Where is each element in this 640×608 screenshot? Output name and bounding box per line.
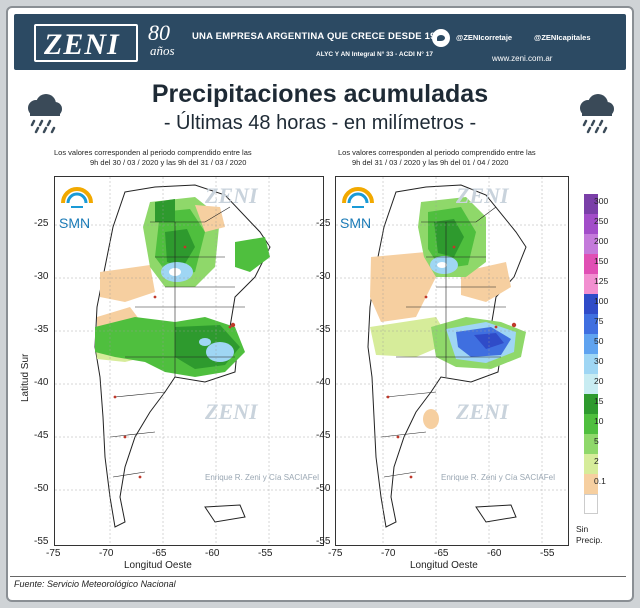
website-link[interactable]: www.zeni.com.ar — [492, 54, 553, 63]
y-axis-label: Latitud Sur — [20, 353, 31, 402]
legend-swatch — [584, 234, 598, 255]
legend-value: 200 — [594, 236, 609, 246]
legend-swatch — [584, 334, 598, 355]
legend-value: 5 — [594, 436, 599, 446]
legend-swatch — [584, 434, 598, 455]
watermark-text: Enrique R. Zeni y Cía SACIAFeI — [205, 473, 320, 482]
legend-value: 300 — [594, 196, 609, 206]
watermark-logo: ZENI — [205, 183, 258, 208]
legend-swatch — [584, 474, 598, 495]
company-tagline: UNA EMPRESA ARGENTINA QUE CRECE DESDE 19… — [192, 31, 447, 42]
legend-swatch — [584, 274, 598, 295]
data-source: Fuente: Servicio Meteorológico Nacional — [14, 579, 176, 589]
legend-swatch — [584, 354, 598, 375]
legend-value: 100 — [594, 296, 609, 306]
watermark-logo: ZENI — [205, 399, 258, 424]
watermark-text: Enrique R. Zeni y Cía SACIAFeI — [441, 473, 556, 482]
zeni-logo: ZENI — [34, 24, 138, 62]
precip-map-day2: SMN ZENI ZENI Enrique R. Zeni y Cía SACI… — [335, 176, 569, 546]
legend-value: 250 — [594, 216, 609, 226]
footer-divider — [10, 576, 626, 577]
legend-swatch — [584, 294, 598, 315]
legend-value: 2 — [594, 456, 599, 466]
anniversary-word: años — [150, 43, 175, 58]
legend-value: 30 — [594, 356, 604, 366]
legend-swatch — [584, 394, 598, 415]
legend-value: 50 — [594, 336, 604, 346]
registration-text: ALYC Y AN Integral N° 33 - ACDI N° 17 — [316, 51, 433, 58]
legend-swatch-none — [584, 494, 598, 514]
page-subtitle: - Últimas 48 horas - en milímetros - — [163, 112, 477, 134]
smn-sun-icon — [342, 187, 374, 208]
header-banner: ZENI 80 años UNA EMPRESA ARGENTINA QUE C… — [14, 14, 626, 70]
panel-note-1: Los valores corresponden al periodo comp… — [54, 148, 252, 167]
social-handle-capitales[interactable]: @ZENIcapitales — [534, 33, 591, 42]
watermark-logo: ZENI — [456, 183, 509, 208]
twitter-icon — [432, 29, 450, 47]
logo-text: ZENI — [44, 28, 120, 61]
panel-note-2: Los valores corresponden al periodo comp… — [338, 148, 536, 167]
x-axis-label: Longitud Oeste — [124, 560, 192, 571]
anniversary-badge: 80 años — [148, 20, 175, 58]
smn-label: SMN — [59, 215, 91, 231]
legend-swatch — [584, 194, 598, 215]
anniversary-number: 80 — [148, 20, 170, 45]
no-precip-label: Sin Precip. — [576, 524, 603, 545]
legend-value: 0.1 — [594, 476, 606, 486]
legend-swatch — [584, 254, 598, 275]
legend-value: 10 — [594, 416, 604, 426]
legend-value: 20 — [594, 376, 604, 386]
legend-swatch — [584, 414, 598, 435]
legend-value: 75 — [594, 316, 604, 326]
legend-swatch — [584, 454, 598, 475]
page-title: Precipitaciones acumuladas — [151, 80, 489, 108]
smn-label: SMN — [340, 215, 372, 231]
social-handle-corretaje[interactable]: @ZENIcorretaje — [456, 33, 513, 42]
legend-swatch — [584, 214, 598, 235]
legend-value: 150 — [594, 256, 609, 266]
smn-sun-icon — [61, 187, 93, 208]
precip-map-day1: SMN ZENI ZENI Enrique R. Zeni y Cía SACI… — [54, 176, 324, 546]
watermark-logo: ZENI — [456, 399, 509, 424]
rain-cloud-icon — [28, 94, 62, 134]
legend-value: 15 — [594, 396, 604, 406]
legend-value: 125 — [594, 276, 609, 286]
legend-swatch — [584, 314, 598, 335]
rain-cloud-icon — [580, 94, 614, 134]
legend-swatch — [584, 374, 598, 395]
x-axis-label: Longitud Oeste — [410, 560, 478, 571]
